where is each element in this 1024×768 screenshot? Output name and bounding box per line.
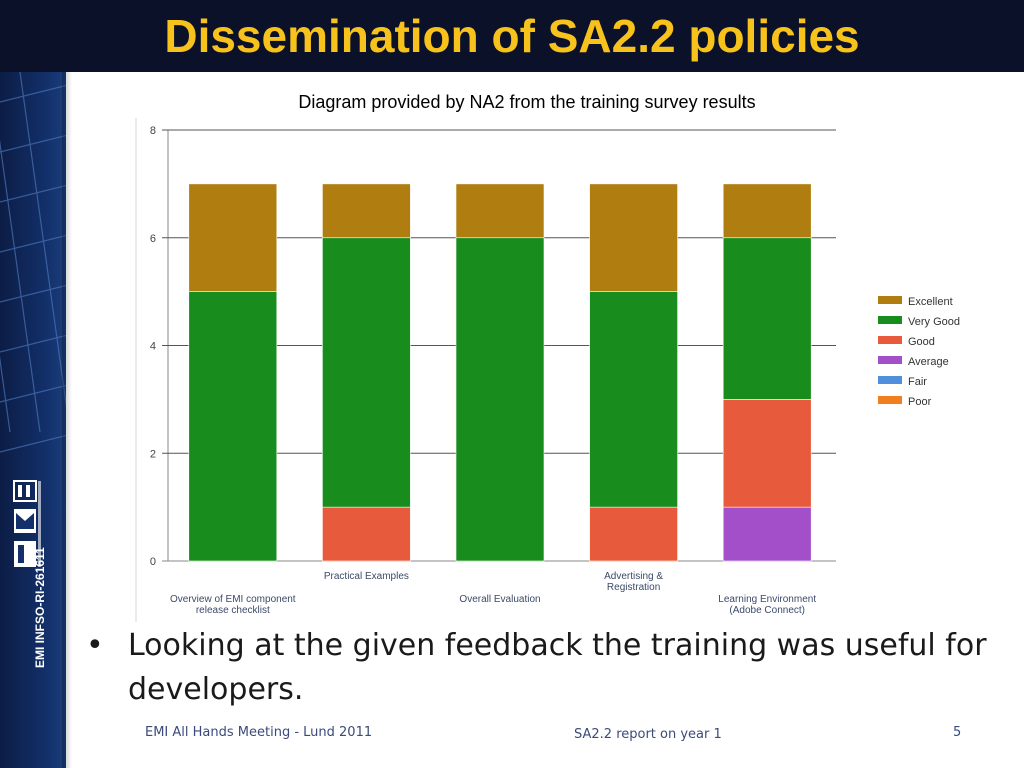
bar-segment-very-good-3 bbox=[589, 291, 678, 508]
x-category-label-0-0: Overview of EMI component bbox=[170, 594, 296, 605]
x-category-label-1-0: Practical Examples bbox=[324, 571, 409, 582]
legend-swatch-very-good bbox=[878, 316, 902, 324]
bar-segment-excellent-0 bbox=[188, 183, 278, 292]
bar-segment-very-good-2 bbox=[455, 237, 545, 562]
legend-label-excellent: Excellent bbox=[908, 296, 953, 308]
title-bar bbox=[0, 0, 1024, 72]
bar-segment-good-4 bbox=[722, 399, 812, 508]
emi-logo bbox=[13, 480, 41, 567]
legend-swatch-fair bbox=[878, 376, 902, 384]
bar-segment-excellent-2 bbox=[455, 183, 545, 239]
x-category-label-4-0: Learning Environment bbox=[718, 594, 816, 605]
bar-segment-average-4 bbox=[722, 506, 812, 562]
y-tick-label-0: 0 bbox=[150, 556, 156, 568]
x-category-label-2-0: Overall Evaluation bbox=[459, 594, 540, 605]
legend-swatch-average bbox=[878, 356, 902, 364]
page-number: 5 bbox=[953, 725, 962, 740]
legend-label-good: Good bbox=[908, 336, 935, 348]
legend-swatch-good bbox=[878, 336, 902, 344]
y-tick-label-4: 4 bbox=[150, 341, 156, 353]
x-category-label-3-1: Registration bbox=[607, 582, 660, 593]
legend-label-fair: Fair bbox=[908, 376, 927, 388]
y-tick-label-6: 6 bbox=[150, 233, 156, 245]
y-tick-label-8: 8 bbox=[150, 125, 156, 137]
bullet-text: Looking at the given feedback the traini… bbox=[128, 628, 987, 707]
x-category-label-3-0: Advertising & bbox=[604, 571, 663, 582]
bar-segment-excellent-3 bbox=[589, 183, 678, 292]
bar-segment-good-1 bbox=[322, 506, 411, 562]
bullet-dot-icon: • bbox=[86, 628, 104, 663]
footer-event: EMI All Hands Meeting - Lund 2011 bbox=[145, 725, 373, 740]
footer-report: SA2.2 report on year 1 bbox=[574, 727, 722, 742]
sidebar-grid-pattern bbox=[0, 72, 66, 453]
bar-segment-excellent-1 bbox=[322, 183, 411, 239]
bar-segment-very-good-0 bbox=[188, 291, 278, 562]
sidebar-decoration bbox=[0, 72, 66, 768]
y-tick-label-2: 2 bbox=[150, 448, 156, 460]
legend-label-poor: Poor bbox=[908, 396, 932, 408]
bar-segment-excellent-4 bbox=[722, 183, 812, 239]
x-category-label-0-1: release checklist bbox=[196, 605, 270, 616]
bullet-point: • Looking at the given feedback the trai… bbox=[86, 624, 1006, 712]
slide-title: Dissemination of SA2.2 policies bbox=[164, 10, 860, 62]
legend-swatch-poor bbox=[878, 396, 902, 404]
x-category-label-4-1: (Adobe Connect) bbox=[729, 605, 805, 616]
bar-segment-very-good-1 bbox=[322, 237, 411, 508]
bar-segment-good-3 bbox=[589, 506, 678, 562]
legend-label-very-good: Very Good bbox=[908, 316, 960, 328]
legend-swatch-excellent bbox=[878, 296, 902, 304]
chart-caption: Diagram provided by NA2 from the trainin… bbox=[298, 92, 756, 112]
bar-segment-very-good-4 bbox=[722, 237, 812, 400]
legend-label-average: Average bbox=[908, 356, 949, 368]
sidebar-shadow bbox=[62, 72, 72, 768]
